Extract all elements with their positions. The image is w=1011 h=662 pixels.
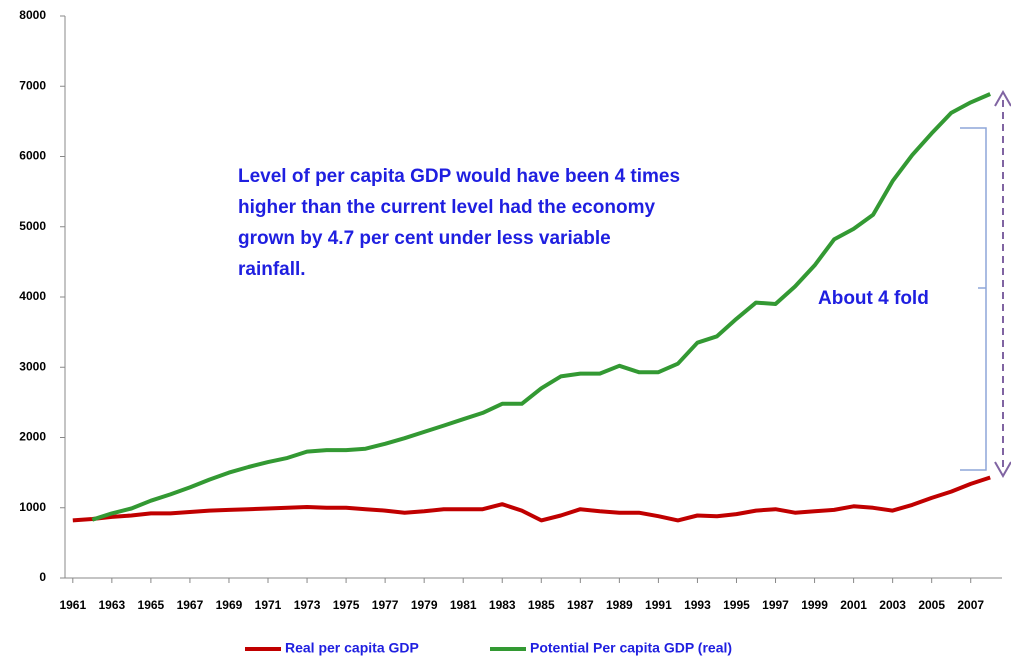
x-tick-label: 1975 <box>333 598 360 612</box>
y-tick-label: 3000 <box>19 359 46 373</box>
x-tick-label: 1989 <box>606 598 633 612</box>
x-tick-label: 1961 <box>59 598 86 612</box>
x-tick-label: 1969 <box>216 598 243 612</box>
arrow-head <box>994 89 1011 479</box>
x-tick-label: 1979 <box>411 598 438 612</box>
x-tick-label: 1987 <box>567 598 594 612</box>
x-tick-label: 2001 <box>840 598 867 612</box>
y-tick-label: 4000 <box>19 289 46 303</box>
y-tick-label: 8000 <box>19 8 46 22</box>
x-tick-label: 1981 <box>450 598 477 612</box>
annotation: higher than the current level had the ec… <box>238 197 655 218</box>
y-tick-label: 1000 <box>19 500 46 514</box>
y-tick-label: 5000 <box>19 219 46 233</box>
legend-label: Potential Per capita GDP (real) <box>530 640 732 656</box>
series-line <box>72 475 991 523</box>
x-tick-label: 1991 <box>645 598 672 612</box>
legend-label: Real per capita GDP <box>285 640 419 656</box>
y-tick-label: 7000 <box>19 78 46 92</box>
x-tick-label: 1997 <box>762 598 789 612</box>
bracket <box>960 127 987 471</box>
x-tick-label: 1985 <box>528 598 555 612</box>
x-tick-label: 1971 <box>255 598 282 612</box>
x-tick-label: 2005 <box>918 598 945 612</box>
fold-label: About 4 fold <box>818 288 929 309</box>
x-tick-label: 2003 <box>879 598 906 612</box>
annotation: grown by 4.7 per cent under less variabl… <box>238 228 611 249</box>
series-line <box>91 92 991 522</box>
x-tick-label: 1973 <box>294 598 321 612</box>
x-tick-label: 1993 <box>684 598 711 612</box>
x-tick-label: 1977 <box>372 598 399 612</box>
x-tick-label: 1967 <box>177 598 204 612</box>
y-tick-label: 2000 <box>19 430 46 444</box>
x-tick-label: 1995 <box>723 598 750 612</box>
y-tick-label: 0 <box>39 570 46 584</box>
annotation: rainfall. <box>238 259 306 280</box>
x-tick-label: 2007 <box>957 598 984 612</box>
x-tick-label: 1963 <box>98 598 125 612</box>
y-tick-label: 6000 <box>19 149 46 163</box>
x-tick-label: 1965 <box>138 598 165 612</box>
x-tick-label: 1999 <box>801 598 828 612</box>
x-tick-label: 1983 <box>489 598 516 612</box>
annotation: Level of per capita GDP would have been … <box>238 166 680 187</box>
